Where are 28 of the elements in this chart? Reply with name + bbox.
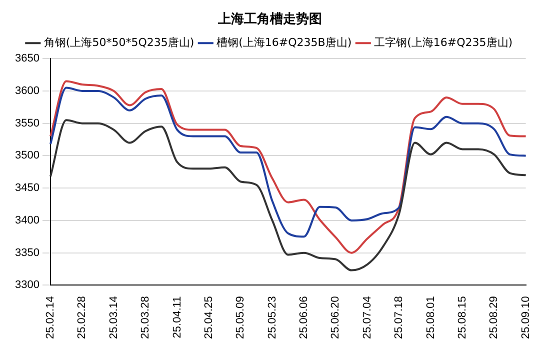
x-tick-label: 25.05.23: [266, 296, 278, 340]
x-tick-label: 25.03.14: [108, 296, 120, 340]
x-tick-label: 25.09.10: [520, 296, 532, 340]
legend-label: 槽钢(上海16#Q235B唐山): [216, 36, 352, 49]
y-tick-label: 3400: [14, 214, 40, 226]
y-tick-label: 3350: [14, 246, 40, 259]
y-tick-label: 3500: [14, 150, 40, 162]
x-tick-label: 25.06.06: [298, 296, 310, 340]
y-tick-label: 3550: [14, 117, 40, 130]
x-tick-label: 25.02.14: [44, 296, 56, 340]
x-tick-label: 25.05.09: [234, 296, 247, 340]
y-tick-label: 3600: [14, 85, 40, 97]
x-tick-label: 25.07.18: [393, 296, 406, 340]
x-tick-label: 25.02.28: [76, 296, 88, 340]
x-tick-label: 25.04.25: [202, 296, 215, 340]
y-tick-label: 3300: [14, 279, 40, 292]
y-tick-label: 3650: [14, 52, 40, 65]
y-tick-label: 3450: [14, 182, 40, 194]
x-tick-label: 25.08.01: [424, 296, 437, 340]
legend-label: 工字钢(上海16#Q235唐山): [374, 36, 513, 49]
legend-label: 角钢(上海50*50*5Q235唐山): [44, 36, 194, 49]
x-tick-label: 25.08.29: [488, 296, 500, 340]
x-tick-label: 25.06.20: [330, 296, 342, 340]
x-tick-label: 25.03.28: [140, 296, 152, 340]
x-tick-label: 25.07.04: [361, 296, 374, 340]
chart-title: 上海工角槽走势图: [217, 11, 322, 28]
x-tick-label: 25.08.15: [456, 296, 468, 340]
x-tick-label: 25.04.11: [171, 296, 184, 338]
